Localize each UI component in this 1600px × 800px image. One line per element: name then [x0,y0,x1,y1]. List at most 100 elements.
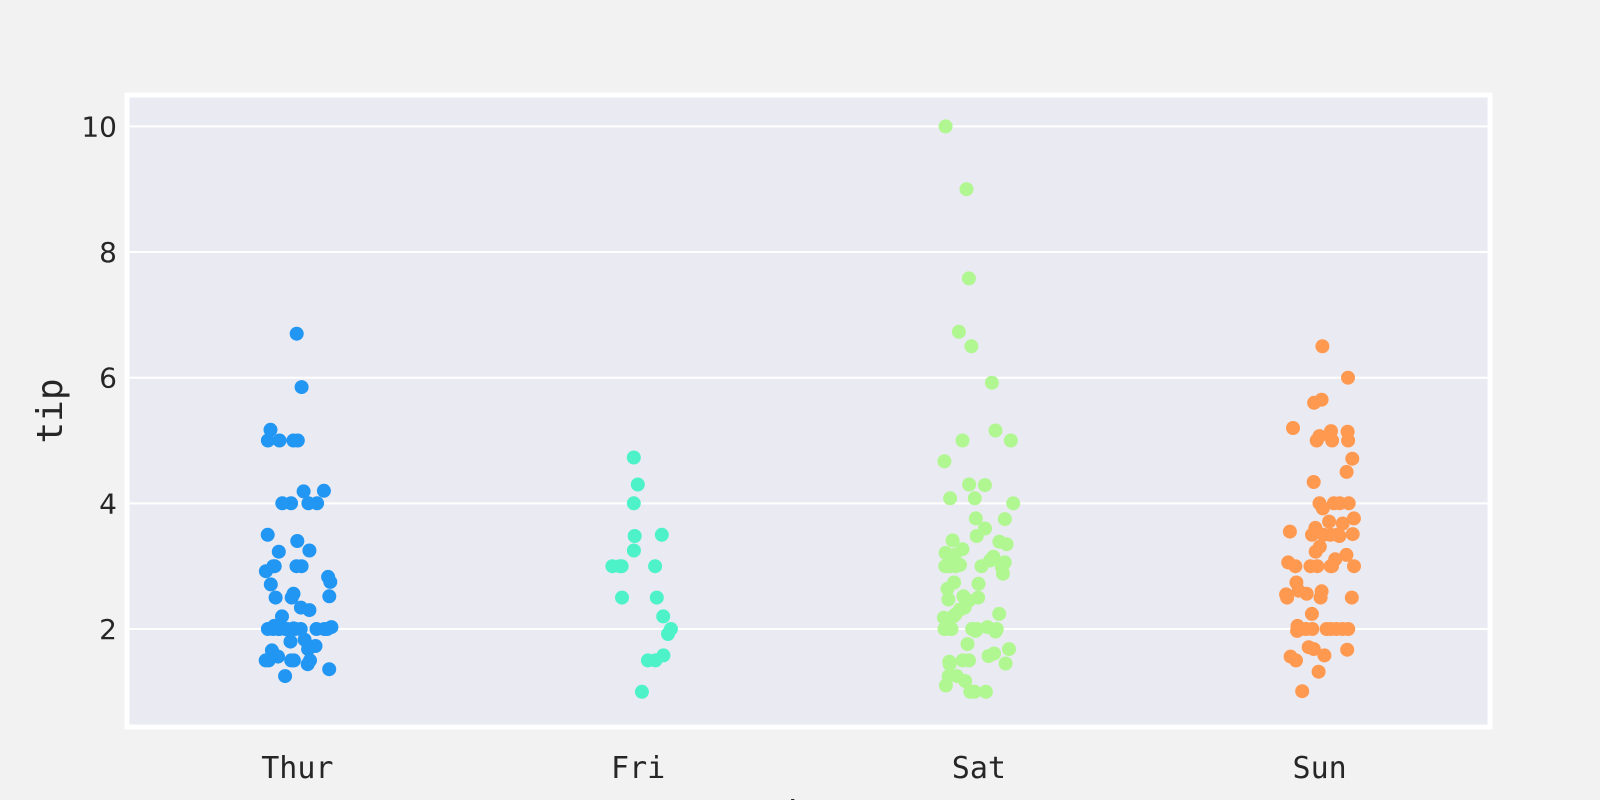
point-sun-3 [1307,395,1322,410]
point-thur-46 [288,622,303,636]
point-sat-11 [977,478,992,493]
point-sat-2 [961,271,976,286]
point-sat-37 [995,566,1010,581]
point-sat-43 [941,592,956,607]
point-thur-3 [272,433,287,448]
point-sat-34 [938,559,953,574]
point-sun-8 [1341,433,1356,448]
point-thur-6 [260,433,275,448]
x-axis-ticks: Thur Fri Sat Sun [261,751,1346,786]
point-sun-12 [1339,464,1354,479]
point-thur-21 [258,564,273,579]
point-thur-31 [275,609,289,624]
point-thur-23 [323,574,338,589]
point-sat-50 [936,610,951,625]
point-sun-0 [1315,339,1330,354]
point-sun-18 [1315,501,1330,516]
point-sun-57 [1305,622,1320,636]
y-tick-label-6: 6 [99,362,117,395]
point-thur-1 [294,380,309,395]
point-sat-68 [998,656,1013,671]
plot-area [124,92,1493,730]
point-sat-66 [962,653,976,668]
point-fri-10 [615,590,629,605]
point-sat-49 [948,607,963,622]
point-sun-1 [1341,370,1355,385]
point-sat-35 [974,559,989,574]
point-sat-76 [963,684,978,699]
series-sun [1279,339,1361,699]
point-sat-8 [1003,433,1018,448]
point-thur-5 [290,433,305,448]
point-fri-18 [634,684,649,699]
point-sat-72 [958,674,973,689]
point-fri-8 [648,559,663,574]
point-sun-32 [1339,547,1354,562]
point-sun-65 [1289,653,1303,668]
point-fri-0 [626,450,641,465]
point-thur-26 [322,589,337,604]
point-thur-59 [300,657,315,672]
point-thur-49 [283,634,298,649]
point-fri-2 [626,496,641,511]
point-fri-1 [630,477,645,492]
point-fri-12 [656,609,671,624]
point-sat-5 [984,375,999,390]
point-sat-16 [997,512,1012,527]
point-sun-46 [1344,590,1359,605]
point-sat-7 [955,433,970,448]
point-thur-7 [316,483,331,498]
point-sat-0 [938,119,953,134]
point-fri-3 [654,527,669,542]
point-thur-15 [271,544,286,559]
point-sun-47 [1313,590,1328,605]
point-thur-19 [289,559,304,574]
point-thur-8 [296,484,311,499]
point-thur-24 [263,577,278,592]
point-sat-61 [960,637,975,652]
data-points [258,119,1361,699]
point-thur-60 [322,662,337,677]
y-tick-label-8: 8 [99,236,117,269]
point-sat-62 [1002,642,1016,657]
y-tick-label-10: 10 [81,110,117,143]
point-sun-24 [1345,527,1360,542]
point-fri-11 [649,590,664,605]
y-tick-label-2: 2 [99,613,117,646]
point-sun-37 [1347,559,1361,574]
point-sat-1 [959,182,974,197]
x-axis-label: day [776,794,841,800]
point-sat-74 [978,684,993,699]
point-thur-12 [301,496,316,511]
point-sun-44 [1299,586,1314,601]
point-sun-17 [1341,496,1356,511]
point-sun-66 [1311,664,1326,679]
point-sun-67 [1295,684,1310,699]
point-sat-39 [971,576,986,591]
point-thur-47 [271,622,286,636]
point-sun-56 [1319,622,1334,636]
point-sat-64 [981,649,996,663]
point-thur-14 [290,534,305,548]
point-sun-61 [1306,642,1321,657]
point-sun-27 [1305,527,1319,542]
point-thur-0 [289,326,304,341]
series-sat [936,119,1021,699]
point-fri-4 [627,529,642,543]
point-thur-2 [263,422,278,437]
point-thur-61 [278,669,293,684]
point-sat-21 [999,537,1014,552]
point-sun-11 [1345,451,1360,466]
point-sat-18 [969,529,984,543]
point-sun-13 [1306,475,1321,489]
point-sun-63 [1317,648,1332,663]
point-sun-23 [1282,524,1297,539]
point-thur-56 [258,653,273,668]
x-tick-label-sun: Sun [1293,751,1347,786]
point-sat-14 [1006,496,1021,511]
point-sat-10 [962,477,977,492]
point-thur-51 [301,642,316,657]
point-sat-60 [988,624,1003,639]
